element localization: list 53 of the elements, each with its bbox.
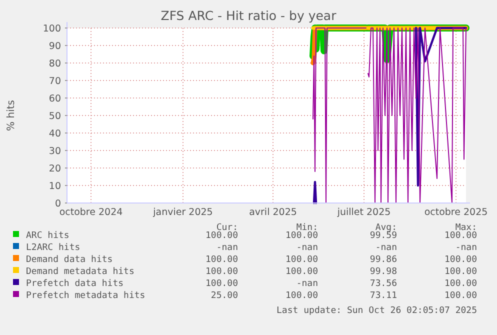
text: -nan: [296, 243, 318, 253]
y-tick-label: 0: [54, 198, 61, 210]
text: 100.00: [285, 267, 318, 277]
chart-title: ZFS ARC - Hit ratio - by year: [160, 8, 338, 23]
legend-label: Demand data hits: [26, 255, 113, 265]
text: 100.00: [205, 231, 238, 241]
text: 100.00: [444, 279, 477, 289]
text: -nan: [455, 243, 477, 253]
text: 99.59: [370, 231, 397, 241]
text: 100.00: [285, 255, 318, 265]
y-tick-label: 20: [48, 163, 61, 174]
text: 99.98: [370, 267, 397, 277]
y-tick-label: 10: [48, 180, 61, 192]
text: 100.00: [444, 231, 477, 241]
text: 73.11: [370, 291, 397, 301]
text: Min:: [296, 223, 318, 233]
x-tick-label: octobre 2025: [424, 207, 488, 218]
text: 100.00: [205, 279, 238, 289]
text: 99.86: [370, 255, 397, 265]
legend-label: ARC hits: [26, 231, 70, 241]
text: 100.00: [205, 255, 238, 265]
text: 25.00: [210, 291, 238, 301]
x-tick-label: janvier 2025: [152, 207, 213, 218]
text: 100.00: [285, 231, 318, 241]
y-tick-label: 30: [48, 146, 61, 157]
y-tick-label: 60: [48, 93, 61, 104]
text: Cur:: [216, 223, 238, 233]
y-tick-label: 50: [48, 110, 61, 122]
text: 100.00: [444, 255, 477, 265]
text: 100.00: [444, 291, 477, 301]
text: Avg:: [375, 223, 397, 233]
y-tick-label: 100: [42, 23, 61, 34]
x-tick-label: octobre 2024: [59, 207, 123, 218]
y-tick-label: 70: [48, 76, 61, 87]
y-axis-title: % hits: [6, 100, 17, 131]
text: 73.56: [370, 279, 397, 289]
text: Last update: Sun Oct 26 02:05:07 2025: [276, 306, 477, 316]
x-tick-label: avril 2025: [249, 207, 297, 218]
text: 100.00: [285, 291, 318, 301]
legend-label: L2ARC hits: [26, 243, 80, 253]
text: 100.00: [444, 267, 477, 277]
y-tick-label: 90: [48, 40, 61, 52]
text: -nan: [216, 243, 238, 253]
text: -nan: [375, 243, 397, 253]
y-tick-label: 80: [48, 58, 61, 70]
legend-label: Demand metadata hits: [26, 267, 134, 277]
x-tick-label: juillet 2025: [336, 207, 391, 218]
legend-label: Prefetch metadata hits: [26, 291, 146, 301]
text: Max:: [455, 223, 477, 233]
legend-label: Prefetch data hits: [26, 279, 124, 289]
text: 100.00: [205, 267, 238, 277]
y-tick-label: 40: [48, 128, 61, 140]
text: -nan: [296, 279, 318, 289]
